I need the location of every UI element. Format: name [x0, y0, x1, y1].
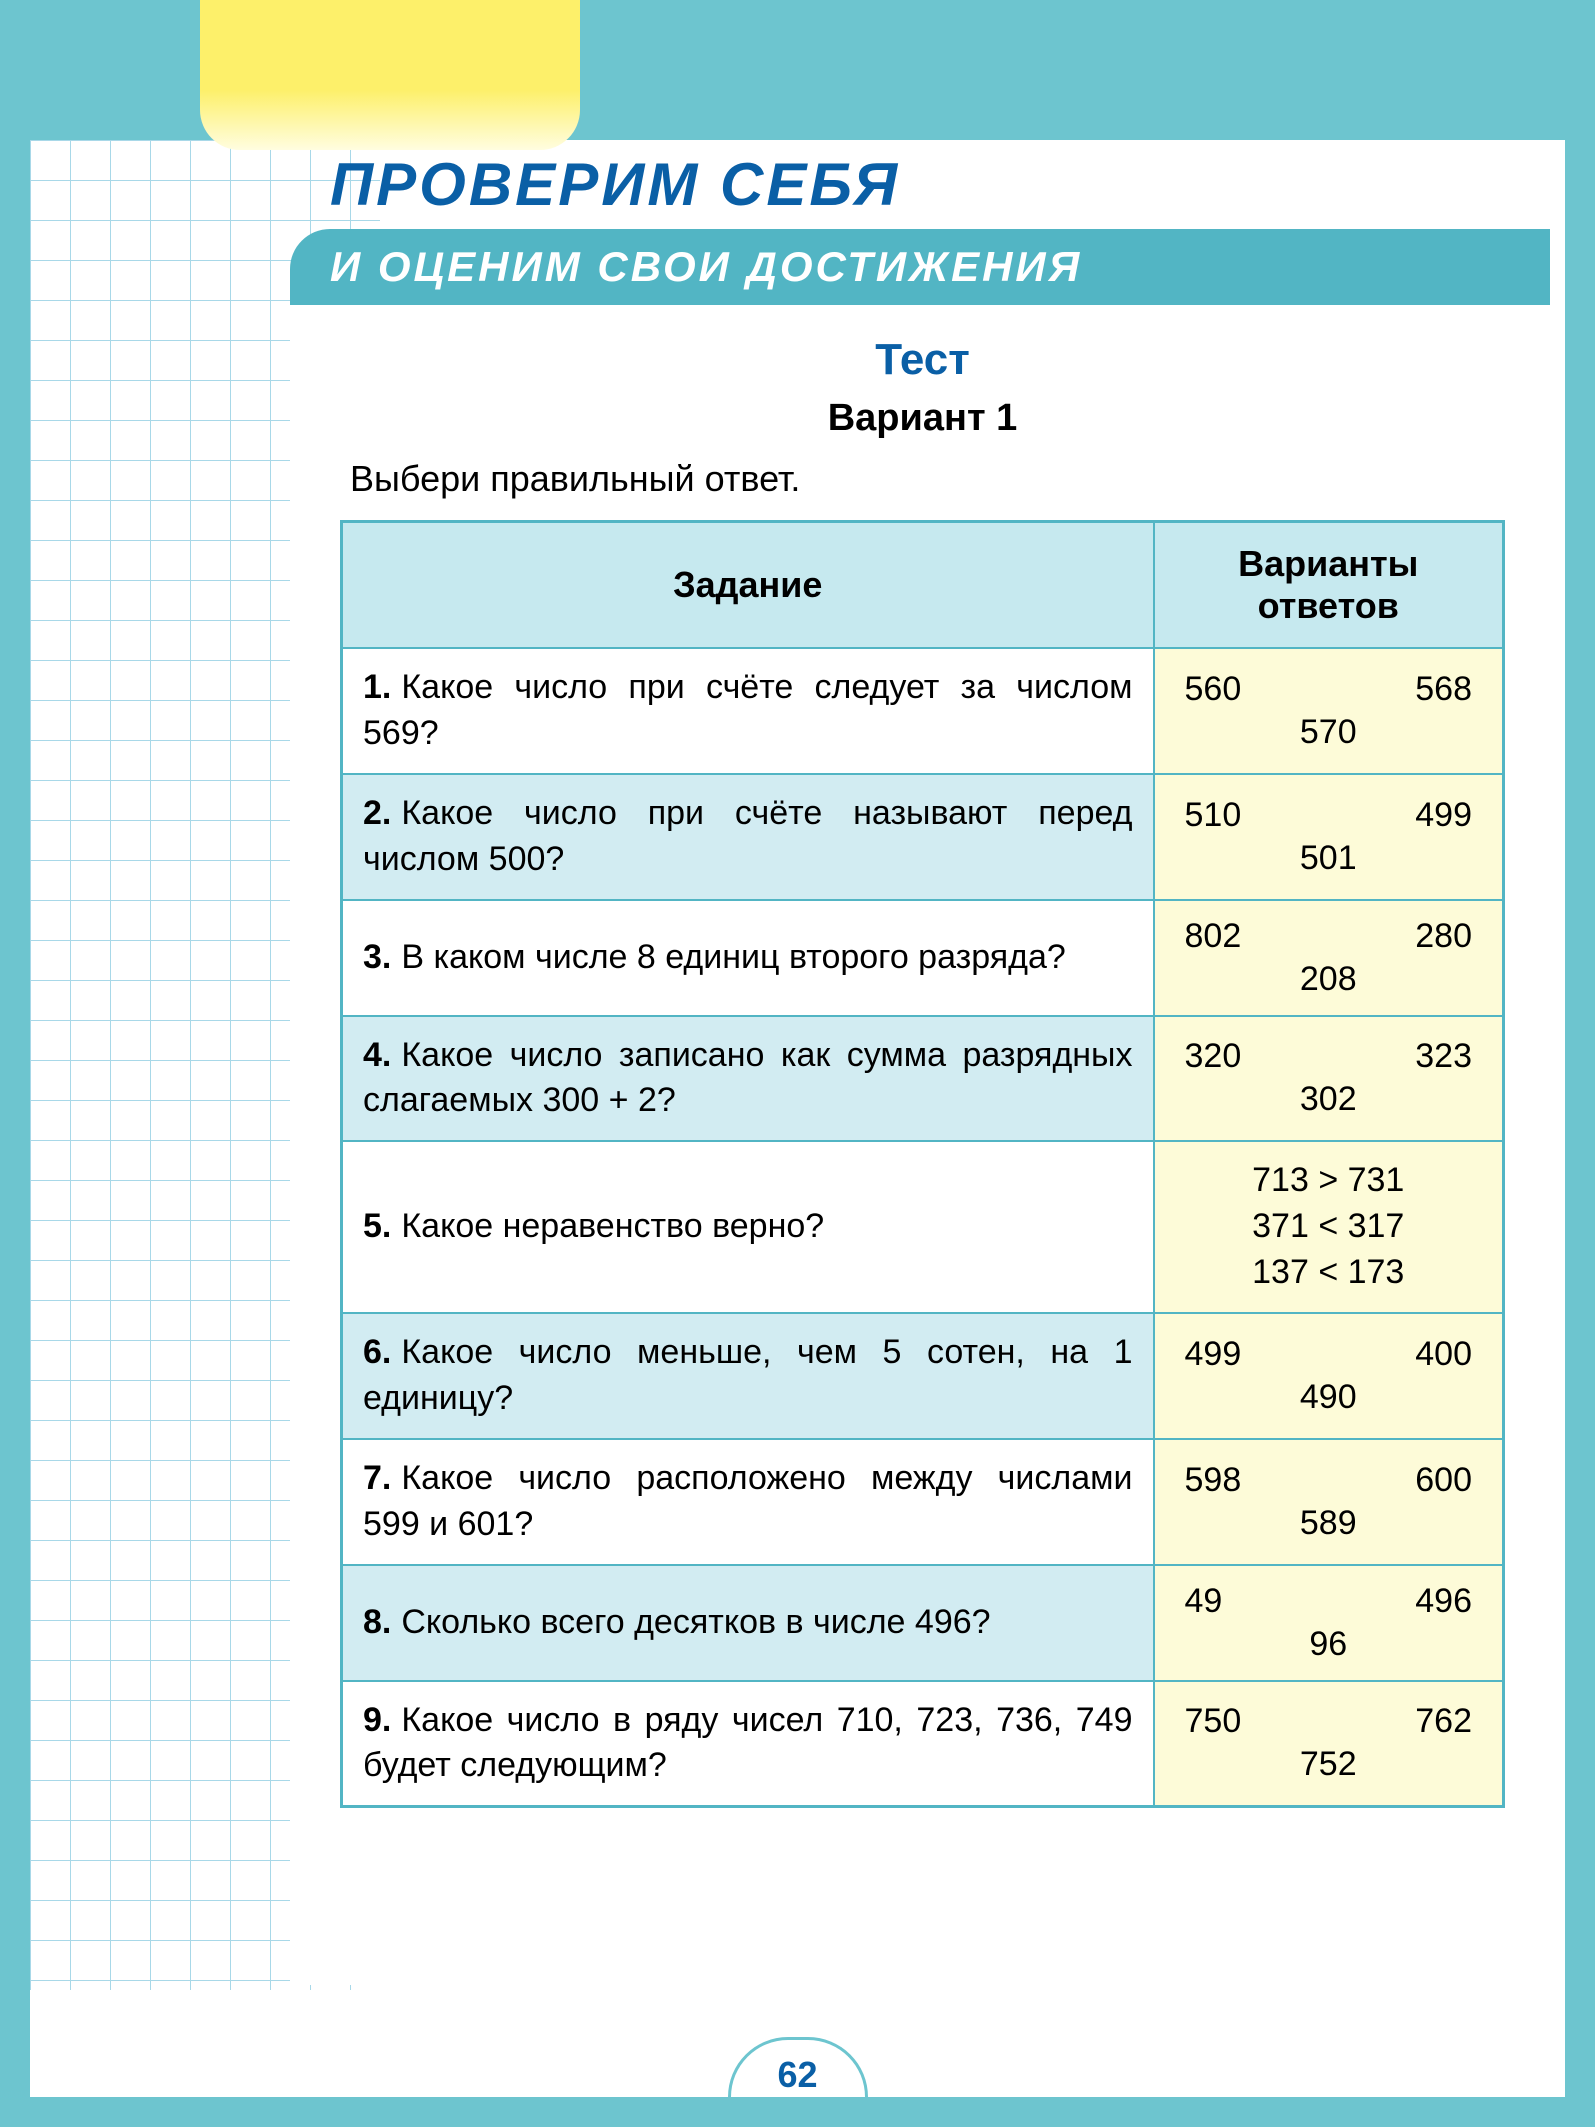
- header-task: Задание: [342, 522, 1154, 649]
- question-cell: 9.Какое число в ряду чисел 710, 723, 736…: [342, 1681, 1154, 1807]
- answer-option: 600: [1415, 1461, 1472, 1500]
- question-number: 8.: [363, 1600, 391, 1646]
- table-row: 9.Какое число в ряду чисел 710, 723, 736…: [342, 1681, 1504, 1807]
- question-number: 9.: [363, 1698, 391, 1744]
- answer-bottom-row: 208: [1175, 956, 1483, 999]
- question-text: В каком числе 8 единиц второго разряда?: [401, 938, 1065, 976]
- answer-bottom-row: 501: [1175, 835, 1483, 878]
- table-row: 7.Какое число расположено между числами …: [342, 1439, 1504, 1565]
- answer-top-row: 510 499: [1175, 796, 1483, 835]
- answer-option: 762: [1415, 1702, 1472, 1741]
- question-number: 4.: [363, 1033, 391, 1079]
- answer-cell: 802 280208: [1154, 900, 1504, 1016]
- answer-top-row: 560 568: [1175, 670, 1483, 709]
- answer-cell: 499 400490: [1154, 1313, 1504, 1439]
- answer-option: 320: [1185, 1037, 1242, 1076]
- answer-option: 280: [1415, 917, 1472, 956]
- question-text: Какое число записано как сумма разрядных…: [363, 1036, 1133, 1120]
- question-number: 6.: [363, 1330, 391, 1376]
- answer-option: 323: [1415, 1037, 1472, 1076]
- answer-bottom-row: 570: [1175, 709, 1483, 752]
- answer-lines: 713 > 731371 < 317137 < 173: [1175, 1158, 1483, 1296]
- page-title: ПРОВЕРИМ СЕБЯ: [290, 130, 1550, 229]
- answer-option: 560: [1185, 670, 1242, 709]
- question-text: Какое число меньше, чем 5 сотен, на 1 ед…: [363, 1333, 1133, 1417]
- question-text: Какое число при счёте называют перед чис…: [363, 794, 1133, 878]
- table-row: 6.Какое число меньше, чем 5 сотен, на 1 …: [342, 1313, 1504, 1439]
- question-text: Сколько всего десятков в числе 496?: [401, 1603, 990, 1641]
- question-cell: 3. В каком числе 8 единиц второго разряда…: [342, 900, 1154, 1016]
- answer-bottom-row: 302: [1175, 1076, 1483, 1119]
- answer-option: 499: [1185, 1335, 1242, 1374]
- answer-option: 496: [1415, 1582, 1472, 1621]
- question-cell: 5. Какое неравенство верно?: [342, 1141, 1154, 1313]
- answer-option: 400: [1415, 1335, 1472, 1374]
- answer-option: 750: [1185, 1702, 1242, 1741]
- answer-top-row: 802 280: [1175, 917, 1483, 956]
- answer-cell: 713 > 731371 < 317137 < 173: [1154, 1141, 1504, 1313]
- table-header-row: Задание Варианты ответов: [342, 522, 1504, 649]
- question-number: 5.: [363, 1204, 391, 1250]
- answer-cell: 510 499501: [1154, 774, 1504, 900]
- header-banner: ПРОВЕРИМ СЕБЯ И ОЦЕНИМ СВОИ ДОСТИЖЕНИЯ: [290, 130, 1550, 305]
- answer-bottom-row: 490: [1175, 1374, 1483, 1417]
- variant-label: Вариант 1: [340, 397, 1505, 440]
- answer-bottom-row: 96: [1175, 1621, 1483, 1664]
- answer-bottom-row: 589: [1175, 1500, 1483, 1543]
- answer-cell: 49 49696: [1154, 1565, 1504, 1681]
- question-cell: 4.Какое число записано как сумма разрядн…: [342, 1016, 1154, 1142]
- answer-option: 802: [1185, 917, 1242, 956]
- question-number: 2.: [363, 791, 391, 837]
- question-text: Какое неравенство верно?: [401, 1207, 824, 1245]
- answer-option: 371 < 317: [1175, 1204, 1483, 1250]
- question-number: 1.: [363, 665, 391, 711]
- question-cell: 1.Какое число при счёте следует за число…: [342, 648, 1154, 774]
- question-cell: 7.Какое число расположено между числами …: [342, 1439, 1154, 1565]
- table-row: 3. В каком числе 8 единиц второго разряда…: [342, 900, 1504, 1016]
- table-row: 2.Какое число при счёте называют перед ч…: [342, 774, 1504, 900]
- answer-top-row: 320 323: [1175, 1037, 1483, 1076]
- answer-option: 137 < 173: [1175, 1250, 1483, 1296]
- answer-cell: 598 600589: [1154, 1439, 1504, 1565]
- answer-option: 510: [1185, 796, 1242, 835]
- table-row: 4.Какое число записано как сумма разрядн…: [342, 1016, 1504, 1142]
- question-number: 7.: [363, 1456, 391, 1502]
- answer-bottom-row: 752: [1175, 1741, 1483, 1784]
- question-cell: 8. Сколько всего десятков в числе 496?: [342, 1565, 1154, 1681]
- question-text: Какое число расположено между числами 59…: [363, 1459, 1133, 1543]
- content-area: Тест Вариант 1 Выбери правильный ответ. …: [290, 305, 1555, 1985]
- answer-top-row: 49 496: [1175, 1582, 1483, 1621]
- answer-top-row: 598 600: [1175, 1461, 1483, 1500]
- table-row: 8.Сколько всего десятков в числе 496?494…: [342, 1565, 1504, 1681]
- question-cell: 2.Какое число при счёте называют перед ч…: [342, 774, 1154, 900]
- yellow-tab: [200, 0, 580, 150]
- answer-cell: 750 762752: [1154, 1681, 1504, 1807]
- instruction-text: Выбери правильный ответ.: [340, 458, 1505, 500]
- table-row: 1.Какое число при счёте следует за число…: [342, 648, 1504, 774]
- answer-option: 499: [1415, 796, 1472, 835]
- answer-cell: 320 323302: [1154, 1016, 1504, 1142]
- question-text: Какое число в ряду чисел 710, 723, 736, …: [363, 1701, 1133, 1785]
- question-cell: 6.Какое число меньше, чем 5 сотен, на 1 …: [342, 1313, 1154, 1439]
- question-number: 3.: [363, 935, 391, 981]
- answer-option: 713 > 731: [1175, 1158, 1483, 1204]
- answer-top-row: 499 400: [1175, 1335, 1483, 1374]
- answer-option: 49: [1185, 1582, 1223, 1621]
- answer-top-row: 750 762: [1175, 1702, 1483, 1741]
- answer-option: 598: [1185, 1461, 1242, 1500]
- answer-option: 568: [1415, 670, 1472, 709]
- page-subtitle: И ОЦЕНИМ СВОИ ДОСТИЖЕНИЯ: [330, 243, 1550, 291]
- subtitle-band: И ОЦЕНИМ СВОИ ДОСТИЖЕНИЯ: [290, 229, 1550, 305]
- answer-cell: 560 568570: [1154, 648, 1504, 774]
- table-row: 5. Какое неравенство верно? 713 > 731371 <…: [342, 1141, 1504, 1313]
- test-label: Тест: [340, 335, 1505, 385]
- quiz-table: Задание Варианты ответов 1.Какое число п…: [340, 520, 1505, 1808]
- question-text: Какое число при счёте следует за числом …: [363, 668, 1133, 752]
- header-answers: Варианты ответов: [1154, 522, 1504, 649]
